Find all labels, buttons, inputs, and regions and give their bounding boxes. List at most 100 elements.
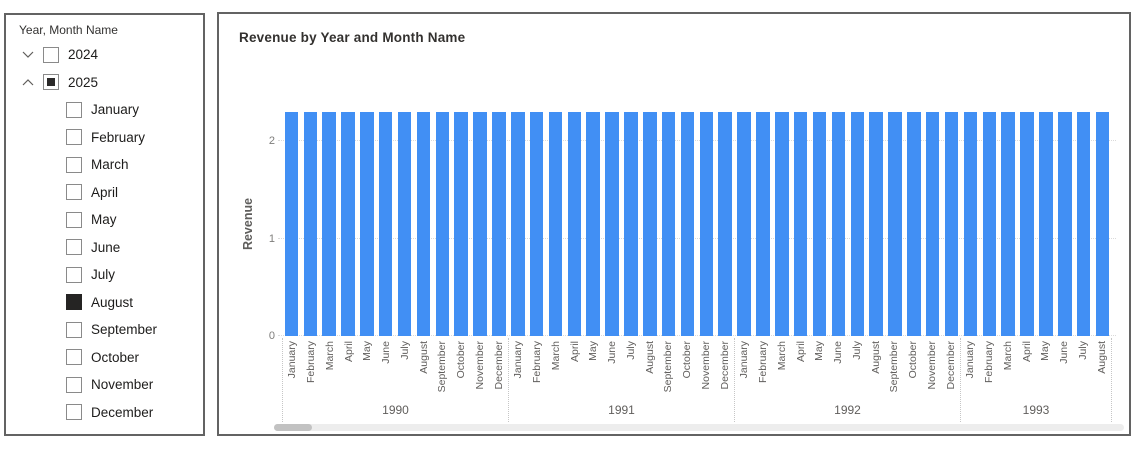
slicer-year-row-2024[interactable]: 2024	[19, 41, 203, 69]
gridline-2	[278, 140, 1116, 142]
month-label: October	[91, 349, 140, 365]
bar-1993-may[interactable]	[1039, 112, 1053, 336]
month-march-checkbox[interactable]	[66, 156, 82, 173]
bar-1991-december[interactable]	[718, 112, 732, 336]
bar-slot	[735, 112, 754, 336]
horizontal-scrollbar-track[interactable]	[274, 424, 1124, 431]
month-july-checkbox[interactable]	[66, 266, 82, 283]
bar-slot	[1055, 112, 1074, 336]
x-month-label: April	[568, 341, 581, 363]
x-month-label: September	[888, 341, 901, 393]
bar-1991-august[interactable]	[643, 112, 657, 336]
slicer-month-row-november[interactable]: November	[66, 371, 203, 399]
x-month-label: February	[531, 341, 544, 384]
bar-1991-october[interactable]	[680, 112, 695, 336]
slicer-month-row-october[interactable]: October	[66, 344, 203, 372]
slicer-month-row-june[interactable]: June	[66, 234, 203, 262]
bar-1992-march[interactable]	[775, 112, 789, 336]
bar-slot	[1037, 112, 1056, 336]
bar-1993-july[interactable]	[1076, 112, 1091, 336]
bar-1992-february[interactable]	[756, 112, 770, 336]
year-2024-checkbox[interactable]	[43, 46, 59, 63]
y-tick-label-0: 0	[268, 330, 275, 342]
x-month-label: April	[342, 341, 355, 363]
bar-1992-july[interactable]	[850, 112, 865, 336]
bar-1991-june[interactable]	[605, 112, 619, 336]
bar-1992-september[interactable]	[888, 112, 902, 336]
bar-1993-april[interactable]	[1020, 112, 1034, 336]
bar-1990-march[interactable]	[322, 112, 336, 336]
x-month-label: July	[398, 341, 411, 360]
bar-1990-july[interactable]	[397, 112, 412, 336]
bar-1990-december[interactable]	[492, 112, 506, 336]
horizontal-scrollbar-thumb[interactable]	[274, 424, 312, 431]
plot-area	[278, 112, 1116, 336]
month-label: September	[91, 322, 158, 338]
bar-1993-march[interactable]	[1001, 112, 1015, 336]
slicer-month-row-april[interactable]: April	[66, 179, 203, 207]
bar-1991-july[interactable]	[624, 112, 638, 336]
x-year-label-1991: 1991	[608, 403, 635, 417]
bar-1992-december[interactable]	[944, 112, 959, 336]
bar-1991-january[interactable]	[511, 112, 525, 336]
bar-1991-march[interactable]	[548, 112, 563, 336]
month-august-checkbox[interactable]	[66, 294, 82, 311]
month-september-checkbox[interactable]	[66, 321, 82, 338]
x-month-label: September	[662, 341, 675, 393]
month-june-checkbox[interactable]	[66, 239, 82, 256]
year-label: 2024	[68, 47, 99, 63]
bar-slot	[640, 112, 659, 336]
bar-1990-october[interactable]	[454, 112, 468, 336]
bar-slot	[433, 112, 452, 336]
slicer-month-row-february[interactable]: February	[66, 124, 203, 152]
bar-1990-september[interactable]	[435, 112, 450, 336]
slicer-month-row-march[interactable]: March	[66, 151, 203, 179]
x-month-label: March	[775, 341, 788, 371]
bar-1992-january[interactable]	[737, 112, 751, 336]
month-january-checkbox[interactable]	[66, 101, 82, 118]
bar-1990-january[interactable]	[284, 112, 299, 336]
slicer-month-row-august[interactable]: August	[66, 289, 203, 317]
x-month-label: August	[417, 341, 430, 374]
year-2025-checkbox[interactable]	[43, 74, 59, 91]
bar-1992-may[interactable]	[812, 112, 827, 336]
bar-1993-august[interactable]	[1095, 112, 1110, 336]
bar-1991-september[interactable]	[661, 112, 676, 336]
bar-1993-june[interactable]	[1058, 112, 1072, 336]
bar-1992-august[interactable]	[869, 112, 883, 336]
bar-1990-november[interactable]	[473, 112, 487, 336]
bar-1990-august[interactable]	[416, 112, 431, 336]
month-february-checkbox[interactable]	[66, 129, 82, 146]
bar-1992-november[interactable]	[925, 112, 940, 336]
bar-slot	[791, 112, 810, 336]
month-december-checkbox[interactable]	[66, 404, 82, 421]
bar-1992-april[interactable]	[793, 112, 808, 336]
slicer-month-row-july[interactable]: July	[66, 261, 203, 289]
bar-slot	[678, 112, 697, 336]
slicer-panel: Year, Month Name 2024 2025 January Februa…	[4, 13, 205, 436]
slicer-year-row-2025[interactable]: 2025	[19, 69, 203, 97]
slicer-month-row-december[interactable]: December	[66, 399, 203, 427]
chevron-down-icon[interactable]	[19, 49, 37, 61]
bar-1991-november[interactable]	[699, 112, 714, 336]
month-october-checkbox[interactable]	[66, 349, 82, 366]
bar-1993-january[interactable]	[963, 112, 978, 336]
bar-1993-february[interactable]	[982, 112, 997, 336]
bar-1991-april[interactable]	[567, 112, 582, 336]
month-may-checkbox[interactable]	[66, 211, 82, 228]
slicer-month-row-september[interactable]: September	[66, 316, 203, 344]
bar-1991-may[interactable]	[586, 112, 600, 336]
month-april-checkbox[interactable]	[66, 184, 82, 201]
chevron-up-icon[interactable]	[19, 76, 37, 88]
month-november-checkbox[interactable]	[66, 376, 82, 393]
bar-1992-october[interactable]	[907, 112, 921, 336]
slicer-month-row-may[interactable]: May	[66, 206, 203, 234]
bar-1991-february[interactable]	[529, 112, 544, 336]
bar-1990-june[interactable]	[378, 112, 393, 336]
bar-1990-may[interactable]	[360, 112, 374, 336]
bar-1992-june[interactable]	[831, 112, 846, 336]
bar-1990-april[interactable]	[341, 112, 355, 336]
bar-1990-february[interactable]	[303, 112, 318, 336]
slicer-month-row-january[interactable]: January	[66, 96, 203, 124]
